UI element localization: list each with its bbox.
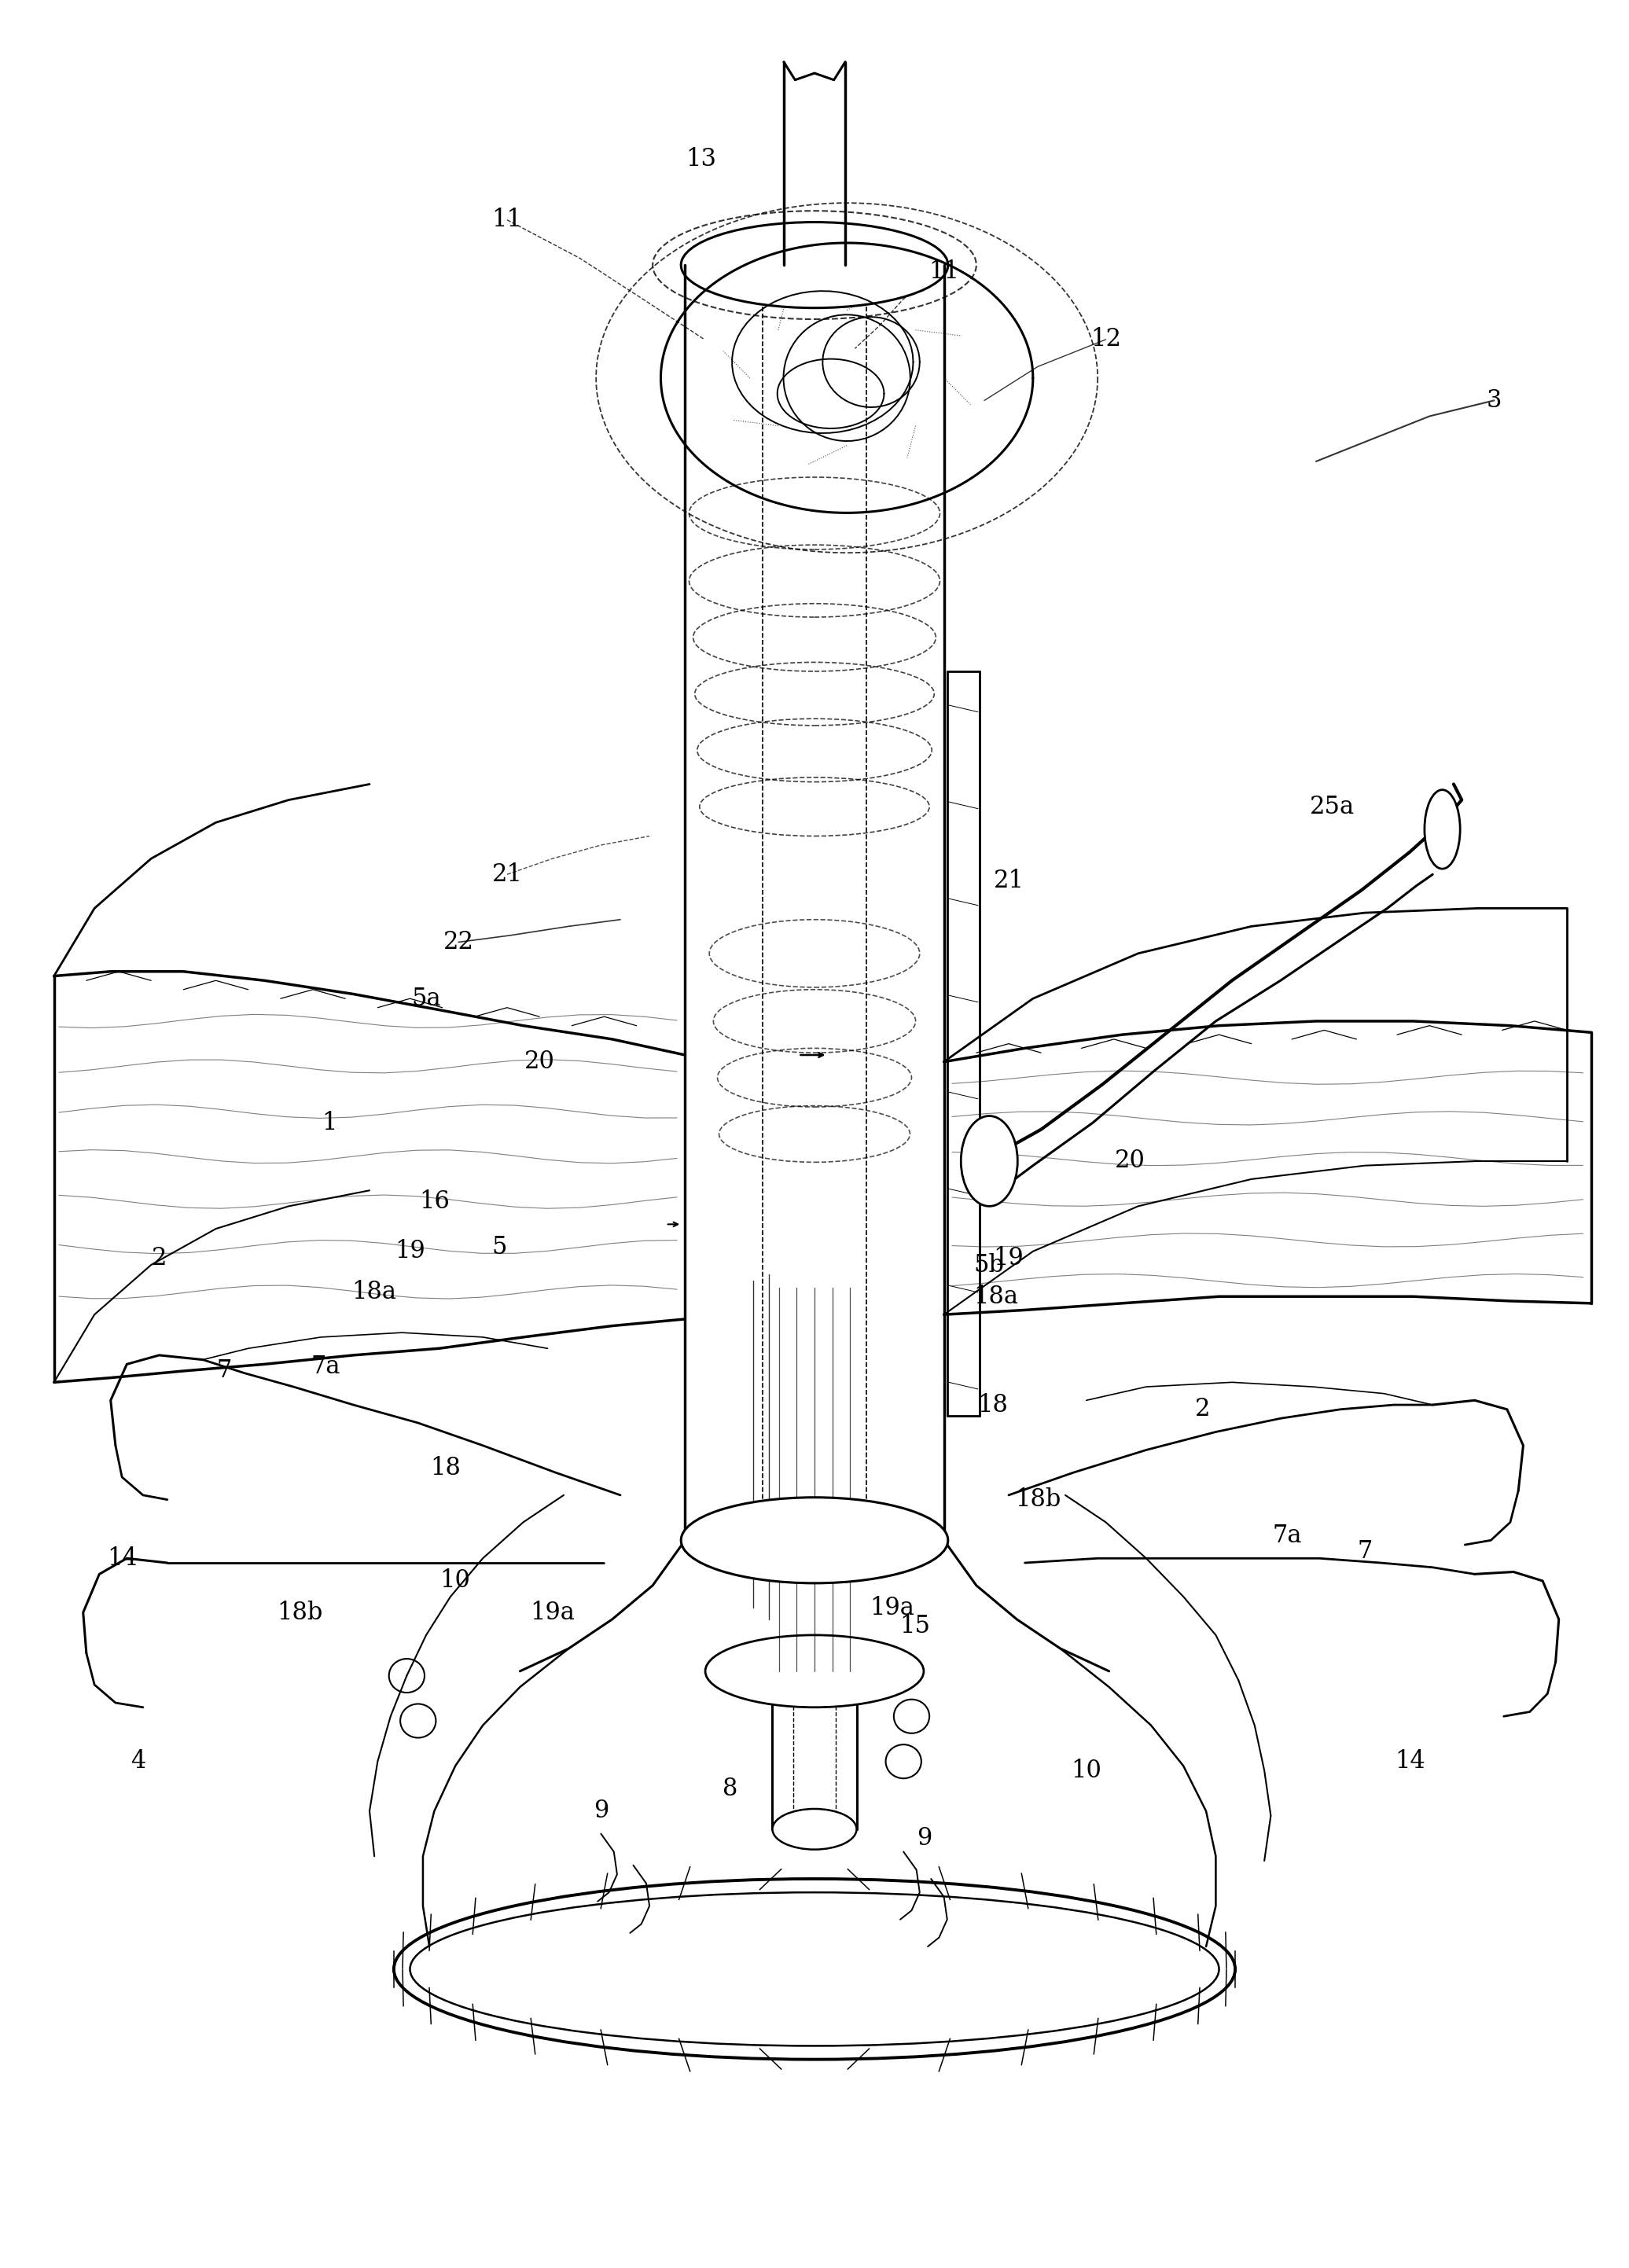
Text: 18a: 18a	[973, 1284, 1018, 1309]
Text: 11: 11	[492, 209, 523, 231]
Ellipse shape	[772, 1810, 857, 1848]
Text: 9: 9	[593, 1799, 609, 1823]
Text: 7a: 7a	[1272, 1524, 1302, 1549]
Text: 4: 4	[130, 1749, 145, 1774]
Text: 7: 7	[1357, 1540, 1372, 1563]
Text: 19: 19	[394, 1238, 425, 1263]
Text: 18: 18	[430, 1456, 461, 1481]
Text: 5b: 5b	[974, 1252, 1005, 1277]
Text: 21: 21	[492, 862, 523, 887]
Text: 18b: 18b	[1015, 1488, 1060, 1513]
Text: 9: 9	[917, 1826, 932, 1851]
Ellipse shape	[705, 1635, 924, 1708]
Text: 10: 10	[1070, 1758, 1101, 1783]
Text: 10: 10	[440, 1569, 471, 1592]
Text: 5: 5	[492, 1234, 507, 1259]
Text: 2: 2	[1196, 1397, 1210, 1422]
Text: 25a: 25a	[1310, 794, 1355, 819]
Text: 8: 8	[723, 1776, 738, 1801]
Text: 19a: 19a	[529, 1601, 575, 1624]
Text: 7a: 7a	[311, 1354, 340, 1379]
Text: 19a: 19a	[870, 1597, 914, 1619]
Text: 21: 21	[994, 869, 1025, 894]
Text: 18b: 18b	[277, 1601, 323, 1624]
Text: 5a: 5a	[412, 987, 441, 1012]
Text: 12: 12	[1090, 327, 1121, 352]
Text: 14: 14	[108, 1547, 137, 1569]
Text: 15: 15	[899, 1615, 930, 1637]
Text: 16: 16	[419, 1188, 450, 1213]
Text: 22: 22	[443, 930, 474, 955]
Text: 2: 2	[151, 1245, 166, 1270]
Text: 20: 20	[1114, 1150, 1145, 1173]
Ellipse shape	[1424, 789, 1460, 869]
Ellipse shape	[681, 222, 948, 308]
Text: 14: 14	[1394, 1749, 1425, 1774]
Text: 19: 19	[994, 1245, 1025, 1270]
Ellipse shape	[681, 1497, 948, 1583]
Ellipse shape	[961, 1116, 1018, 1207]
Text: 18: 18	[977, 1393, 1008, 1418]
Text: 11: 11	[929, 259, 959, 284]
Text: 18a: 18a	[352, 1279, 397, 1304]
Text: 3: 3	[1486, 388, 1502, 413]
Text: 1: 1	[321, 1111, 337, 1134]
Text: 7: 7	[217, 1359, 231, 1383]
Text: 20: 20	[525, 1050, 555, 1075]
Text: 13: 13	[686, 147, 717, 170]
